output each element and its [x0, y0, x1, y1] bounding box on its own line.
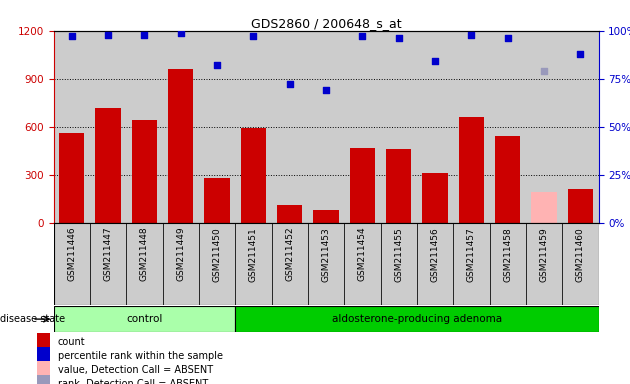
- Point: [248, 33, 258, 40]
- Text: disease state: disease state: [0, 314, 65, 324]
- Text: GSM211447: GSM211447: [103, 227, 113, 281]
- Text: GSM211449: GSM211449: [176, 227, 185, 281]
- Bar: [422, 173, 448, 223]
- Point: [575, 51, 585, 57]
- Point: [539, 68, 549, 74]
- Bar: [531, 192, 557, 223]
- Point: [466, 31, 476, 38]
- Bar: [241, 128, 266, 223]
- Bar: [313, 210, 339, 223]
- Text: GSM211456: GSM211456: [430, 227, 440, 281]
- Text: GSM211448: GSM211448: [140, 227, 149, 281]
- Bar: [459, 117, 484, 223]
- Text: percentile rank within the sample: percentile rank within the sample: [57, 351, 222, 361]
- Bar: [453, 223, 490, 305]
- Bar: [490, 223, 526, 305]
- Bar: [95, 108, 121, 223]
- Text: GSM211450: GSM211450: [212, 227, 222, 281]
- Bar: [235, 223, 272, 305]
- Point: [176, 30, 186, 36]
- Point: [67, 33, 77, 40]
- Text: GSM211458: GSM211458: [503, 227, 512, 281]
- Bar: [235, 306, 598, 332]
- Point: [503, 35, 513, 41]
- Bar: [90, 223, 126, 305]
- Point: [103, 31, 113, 38]
- Bar: [37, 347, 50, 364]
- Text: rank, Detection Call = ABSENT: rank, Detection Call = ABSENT: [57, 379, 208, 384]
- Bar: [204, 178, 230, 223]
- Text: control: control: [126, 314, 163, 324]
- Bar: [199, 223, 235, 305]
- Bar: [562, 223, 598, 305]
- Bar: [308, 223, 344, 305]
- Point: [212, 62, 222, 68]
- Bar: [272, 223, 308, 305]
- Text: GSM211454: GSM211454: [358, 227, 367, 281]
- Point: [139, 31, 149, 38]
- Bar: [163, 223, 199, 305]
- Bar: [37, 361, 50, 378]
- Text: count: count: [57, 336, 85, 347]
- Bar: [37, 375, 50, 384]
- Text: GSM211451: GSM211451: [249, 227, 258, 281]
- Bar: [381, 223, 417, 305]
- Text: GSM211446: GSM211446: [67, 227, 76, 281]
- Bar: [386, 149, 411, 223]
- Bar: [277, 205, 302, 223]
- Bar: [54, 306, 235, 332]
- Text: GSM211453: GSM211453: [321, 227, 331, 281]
- Bar: [54, 223, 90, 305]
- Text: GSM211460: GSM211460: [576, 227, 585, 281]
- Text: GSM211455: GSM211455: [394, 227, 403, 281]
- Bar: [495, 136, 520, 223]
- Point: [394, 35, 404, 41]
- Text: value, Detection Call = ABSENT: value, Detection Call = ABSENT: [57, 364, 213, 374]
- Bar: [132, 120, 157, 223]
- Text: GSM211457: GSM211457: [467, 227, 476, 281]
- Bar: [417, 223, 453, 305]
- Point: [430, 58, 440, 65]
- Bar: [568, 189, 593, 223]
- Point: [285, 81, 295, 88]
- Point: [321, 87, 331, 93]
- Bar: [168, 69, 193, 223]
- Bar: [37, 333, 50, 350]
- Text: GSM211452: GSM211452: [285, 227, 294, 281]
- Bar: [526, 223, 562, 305]
- Text: aldosterone-producing adenoma: aldosterone-producing adenoma: [332, 314, 502, 324]
- Point: [357, 33, 367, 40]
- Text: GSM211459: GSM211459: [539, 227, 549, 281]
- Bar: [350, 147, 375, 223]
- Title: GDS2860 / 200648_s_at: GDS2860 / 200648_s_at: [251, 17, 401, 30]
- Bar: [126, 223, 163, 305]
- Bar: [59, 133, 84, 223]
- Bar: [344, 223, 381, 305]
